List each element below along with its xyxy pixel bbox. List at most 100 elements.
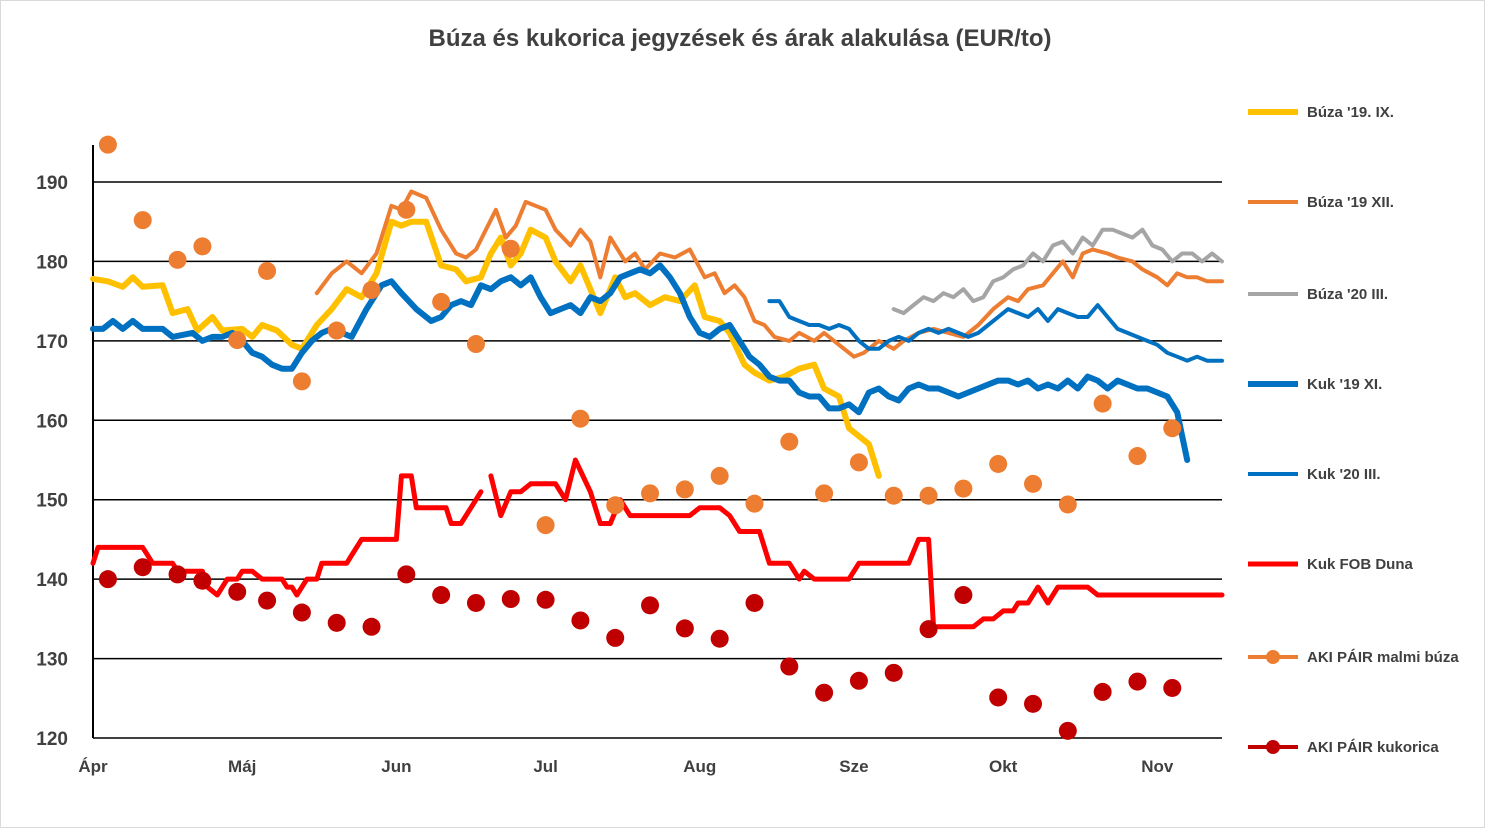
y-tick-label: 160 xyxy=(36,411,68,432)
series-line-kuk-fob-duna xyxy=(90,457,1225,630)
data-point-aki-p-ir-malmi-b-za xyxy=(397,200,416,219)
data-point-aki-p-ir-malmi-b-za xyxy=(606,496,625,515)
data-point-aki-p-ir-malmi-b-za xyxy=(228,331,247,350)
data-point-aki-p-ir-malmi-b-za xyxy=(745,494,764,513)
legend-label-b-za-20-iii: Búza '20 III. xyxy=(1307,286,1388,303)
data-point-aki-p-ir-malmi-b-za xyxy=(1058,495,1077,514)
legend-label-b-za-19-xii: Búza '19 XII. xyxy=(1307,194,1394,211)
data-point-aki-p-ir-kukorica xyxy=(228,582,247,601)
chart-title: Búza és kukorica jegyzések és árak alaku… xyxy=(429,25,1052,52)
data-point-aki-p-ir-malmi-b-za xyxy=(884,486,903,505)
data-point-aki-p-ir-malmi-b-za xyxy=(133,211,152,230)
data-point-aki-p-ir-kukorica xyxy=(193,571,212,590)
y-tick-label: 150 xyxy=(36,491,68,512)
data-point-aki-p-ir-malmi-b-za xyxy=(168,250,187,269)
data-point-aki-p-ir-kukorica xyxy=(815,683,834,702)
data-point-aki-p-ir-malmi-b-za xyxy=(1093,394,1112,413)
data-point-aki-p-ir-malmi-b-za xyxy=(466,335,485,354)
data-point-aki-p-ir-malmi-b-za xyxy=(1024,474,1043,493)
data-point-aki-p-ir-kukorica xyxy=(501,590,520,608)
data-point-aki-p-ir-malmi-b-za xyxy=(193,237,212,256)
data-point-aki-p-ir-malmi-b-za xyxy=(675,480,694,499)
data-point-aki-p-ir-malmi-b-za xyxy=(432,292,451,311)
data-point-aki-p-ir-malmi-b-za xyxy=(258,261,277,280)
data-point-aki-p-ir-malmi-b-za xyxy=(641,484,660,503)
data-point-aki-p-ir-kukorica xyxy=(432,586,451,605)
x-tick-label: Okt xyxy=(989,757,1018,776)
data-point-aki-p-ir-malmi-b-za xyxy=(501,239,520,258)
x-tick-label: Aug xyxy=(683,757,716,776)
data-point-aki-p-ir-kukorica xyxy=(745,593,764,612)
series-line-b-za-20-iii xyxy=(891,227,1224,316)
y-tick-label: 140 xyxy=(36,570,68,591)
data-point-aki-p-ir-kukorica xyxy=(292,603,311,622)
legend-label-aki-p-ir-malmi-b-za: AKI PÁIR malmi búza xyxy=(1307,649,1459,666)
legend-label-kuk-19-xi: Kuk '19 XI. xyxy=(1307,376,1382,393)
y-tick-label: 130 xyxy=(36,650,68,671)
series-line-b-za-19-ix xyxy=(90,218,882,479)
y-tick-label: 170 xyxy=(36,332,68,353)
legend-marker-aki-p-ir-malmi-b-za xyxy=(1266,650,1280,664)
series-line-kuk-19-xi xyxy=(90,262,1191,463)
data-point-aki-p-ir-kukorica xyxy=(989,688,1008,707)
data-point-aki-p-ir-kukorica xyxy=(641,596,660,615)
data-point-aki-p-ir-kukorica xyxy=(397,565,416,584)
y-axis-ticks: 120 130 140 150 160 170 180 190 xyxy=(36,173,68,750)
series-line-kuk-20-iii xyxy=(767,299,1224,363)
data-point-aki-p-ir-kukorica xyxy=(98,570,117,589)
data-point-aki-p-ir-kukorica xyxy=(954,586,973,605)
data-point-aki-p-ir-kukorica xyxy=(362,617,381,636)
data-point-aki-p-ir-malmi-b-za xyxy=(989,454,1008,473)
data-point-aki-p-ir-kukorica xyxy=(884,663,903,682)
data-point-aki-p-ir-malmi-b-za xyxy=(327,321,346,340)
data-point-aki-p-ir-kukorica xyxy=(606,628,625,647)
data-point-aki-p-ir-kukorica xyxy=(710,629,729,648)
x-tick-label: Jun xyxy=(381,757,411,776)
x-tick-label: Sze xyxy=(839,757,868,776)
x-tick-label: Máj xyxy=(228,757,256,776)
data-point-aki-p-ir-kukorica xyxy=(1024,694,1043,713)
y-tick-label: 120 xyxy=(36,729,68,750)
data-point-aki-p-ir-kukorica xyxy=(675,619,694,638)
data-point-aki-p-ir-kukorica xyxy=(168,565,187,584)
y-tick-label: 190 xyxy=(36,173,68,194)
x-tick-label: Jul xyxy=(533,757,558,776)
data-point-aki-p-ir-malmi-b-za xyxy=(362,281,381,300)
data-point-aki-p-ir-kukorica xyxy=(571,611,590,630)
y-tick-label: 180 xyxy=(36,252,68,273)
series-line-b-za-19-xii xyxy=(314,189,1224,359)
data-point-aki-p-ir-kukorica xyxy=(133,558,152,577)
legend-label-kuk-20-iii: Kuk '20 III. xyxy=(1307,466,1381,483)
data-point-aki-p-ir-malmi-b-za xyxy=(1128,447,1147,466)
data-point-aki-p-ir-malmi-b-za xyxy=(536,516,555,535)
data-point-aki-p-ir-kukorica xyxy=(1093,682,1112,701)
data-point-aki-p-ir-kukorica xyxy=(258,591,277,610)
data-point-aki-p-ir-malmi-b-za xyxy=(571,409,590,428)
x-tick-label: Ápr xyxy=(78,757,108,776)
data-point-aki-p-ir-kukorica xyxy=(327,613,346,632)
data-point-aki-p-ir-malmi-b-za xyxy=(954,479,973,498)
data-point-aki-p-ir-kukorica xyxy=(780,657,799,676)
data-point-aki-p-ir-malmi-b-za xyxy=(98,135,117,154)
x-axis-ticks: Ápr Máj Jun Jul Aug Sze Okt Nov xyxy=(78,757,1174,776)
data-point-aki-p-ir-malmi-b-za xyxy=(780,432,799,451)
data-point-aki-p-ir-kukorica xyxy=(1128,672,1147,691)
legend-marker-aki-p-ir-kukorica xyxy=(1266,740,1280,754)
data-point-aki-p-ir-kukorica xyxy=(536,590,555,609)
data-point-aki-p-ir-kukorica xyxy=(1058,721,1077,740)
x-tick-label: Nov xyxy=(1141,757,1174,776)
legend-label-b-za-19-ix: Búza '19. IX. xyxy=(1307,104,1394,121)
data-point-aki-p-ir-kukorica xyxy=(466,593,485,612)
data-point-aki-p-ir-kukorica xyxy=(1163,678,1182,697)
data-point-aki-p-ir-malmi-b-za xyxy=(815,484,834,503)
series-layer xyxy=(90,135,1225,740)
data-point-aki-p-ir-malmi-b-za xyxy=(1163,419,1182,438)
data-point-aki-p-ir-kukorica xyxy=(919,620,938,639)
data-point-aki-p-ir-malmi-b-za xyxy=(710,466,729,485)
legend-label-aki-p-ir-kukorica: AKI PÁIR kukorica xyxy=(1307,739,1439,756)
data-point-aki-p-ir-malmi-b-za xyxy=(919,486,938,505)
data-point-aki-p-ir-malmi-b-za xyxy=(849,453,868,472)
legend-label-kuk-fob-duna: Kuk FOB Duna xyxy=(1307,556,1413,573)
